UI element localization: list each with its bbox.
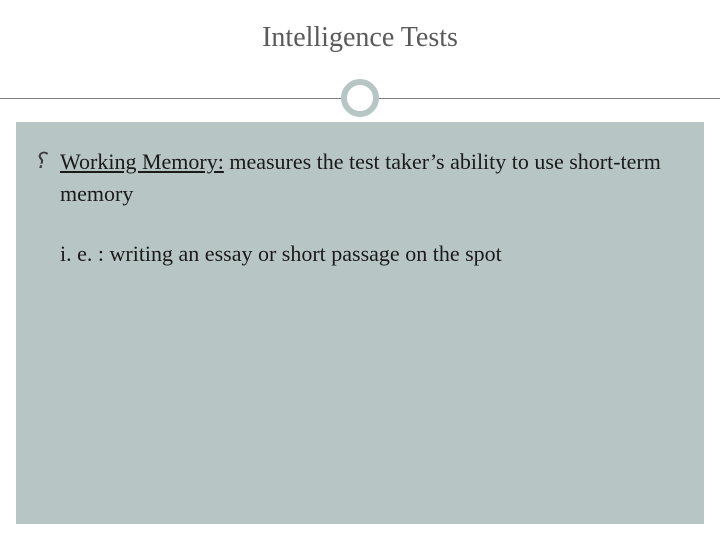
bullet-text: Working Memory: measures the test taker’…	[60, 146, 686, 210]
example-text: i. e. : writing an essay or short passag…	[34, 238, 686, 270]
bullet-glyph-icon: ⸮	[34, 148, 46, 174]
bullet-term: Working Memory:	[60, 149, 224, 174]
title-container: Intelligence Tests	[0, 22, 720, 54]
slide: Intelligence Tests ⸮ Working Memory: mea…	[0, 0, 720, 540]
slide-title: Intelligence Tests	[0, 22, 720, 54]
content-panel: ⸮ Working Memory: measures the test take…	[16, 122, 704, 524]
bullet-item: ⸮ Working Memory: measures the test take…	[34, 146, 686, 210]
circle-ornament-icon	[341, 79, 379, 117]
